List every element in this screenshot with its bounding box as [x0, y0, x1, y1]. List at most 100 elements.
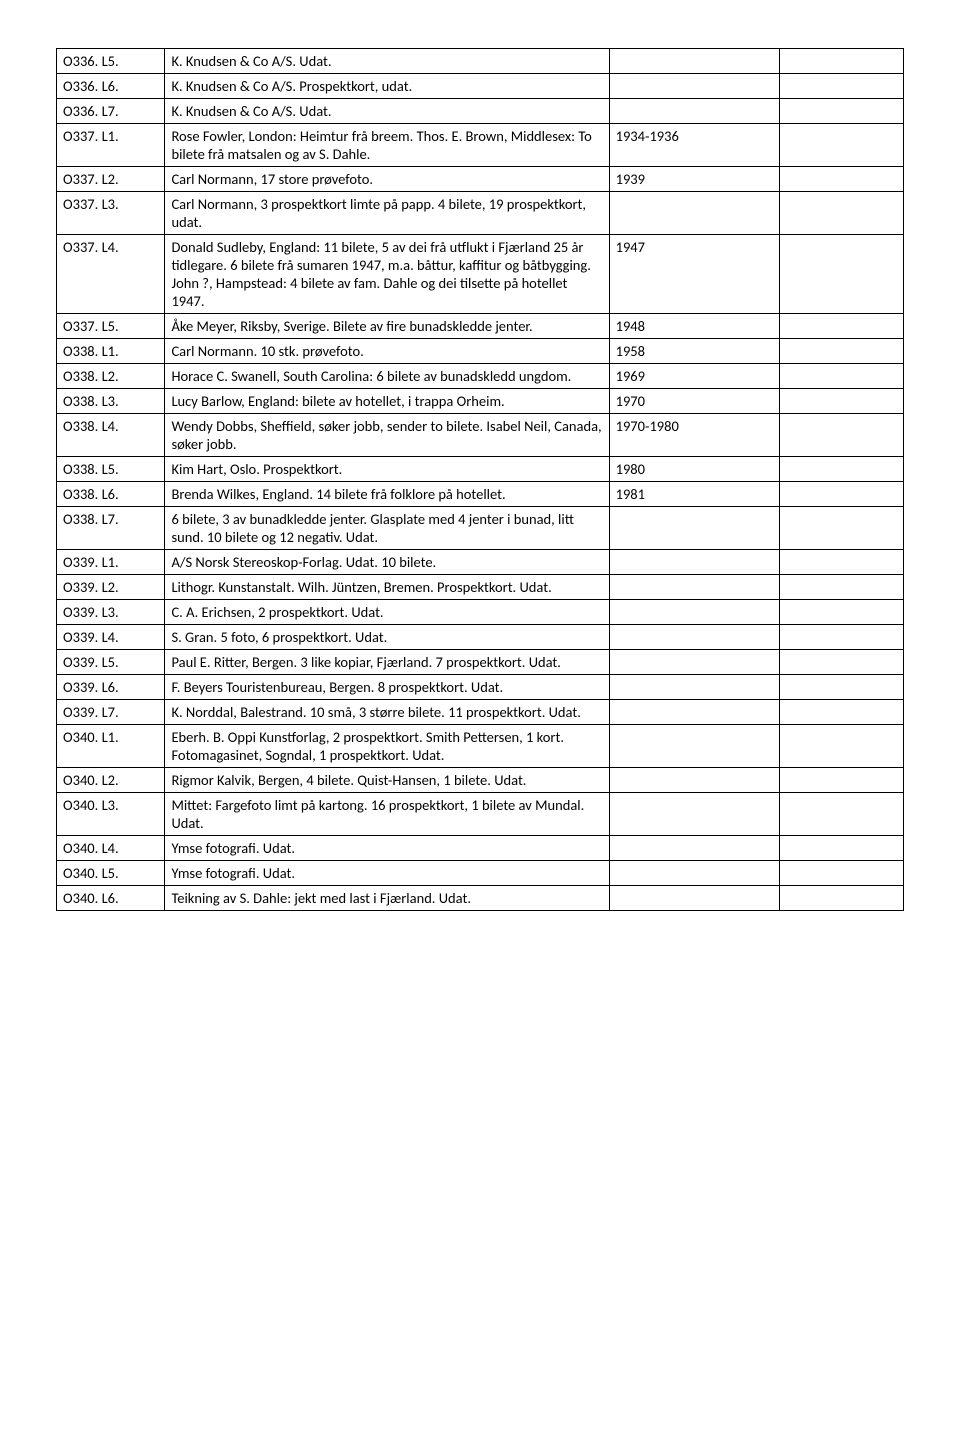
table-row: O338. L2.Horace C. Swanell, South Caroli… — [57, 364, 904, 389]
cell-code: O338. L5. — [57, 457, 165, 482]
cell-code: O337. L2. — [57, 167, 165, 192]
cell-code: O336. L6. — [57, 74, 165, 99]
cell-blank — [780, 49, 904, 74]
cell-code: O337. L4. — [57, 235, 165, 314]
cell-blank — [780, 725, 904, 768]
cell-date — [609, 575, 779, 600]
cell-date — [609, 650, 779, 675]
table-row: O340. L3.Mittet: Fargefoto limt på karto… — [57, 793, 904, 836]
table-row: O340. L1.Eberh. B. Oppi Kunstforlag, 2 p… — [57, 725, 904, 768]
table-row: O336. L5.K. Knudsen & Co A/S. Udat. — [57, 49, 904, 74]
cell-date: 1969 — [609, 364, 779, 389]
cell-date — [609, 74, 779, 99]
cell-blank — [780, 414, 904, 457]
cell-code: O340. L3. — [57, 793, 165, 836]
cell-code: O338. L4. — [57, 414, 165, 457]
cell-date — [609, 600, 779, 625]
table-row: O339. L7.K. Norddal, Balestrand. 10 små,… — [57, 700, 904, 725]
cell-blank — [780, 625, 904, 650]
cell-description: Åke Meyer, Riksby, Sverige. Bilete av fi… — [165, 314, 609, 339]
cell-blank — [780, 235, 904, 314]
cell-date: 1980 — [609, 457, 779, 482]
cell-date: 1934-1936 — [609, 124, 779, 167]
cell-code: O338. L7. — [57, 507, 165, 550]
table-row: O338. L7.6 bilete, 3 av bunadkledde jent… — [57, 507, 904, 550]
archive-table: O336. L5.K. Knudsen & Co A/S. Udat.O336.… — [56, 48, 904, 911]
cell-date — [609, 99, 779, 124]
cell-code: O339. L7. — [57, 700, 165, 725]
table-row: O340. L4.Ymse fotografi. Udat. — [57, 836, 904, 861]
cell-description: Teikning av S. Dahle: jekt med last i Fj… — [165, 886, 609, 911]
table-row: O338. L6.Brenda Wilkes, England. 14 bile… — [57, 482, 904, 507]
cell-blank — [780, 861, 904, 886]
cell-description: Wendy Dobbs, Sheffield, søker jobb, send… — [165, 414, 609, 457]
table-row: O339. L6.F. Beyers Touristenbureau, Berg… — [57, 675, 904, 700]
cell-date — [609, 550, 779, 575]
cell-code: O338. L2. — [57, 364, 165, 389]
cell-blank — [780, 600, 904, 625]
cell-blank — [780, 575, 904, 600]
cell-blank — [780, 482, 904, 507]
cell-blank — [780, 793, 904, 836]
cell-description: F. Beyers Touristenbureau, Bergen. 8 pro… — [165, 675, 609, 700]
cell-blank — [780, 886, 904, 911]
cell-blank — [780, 675, 904, 700]
cell-description: Rigmor Kalvik, Bergen, 4 bilete. Quist-H… — [165, 768, 609, 793]
table-row: O338. L5.Kim Hart, Oslo. Prospektkort.19… — [57, 457, 904, 482]
cell-blank — [780, 99, 904, 124]
cell-description: Lucy Barlow, England: bilete av hotellet… — [165, 389, 609, 414]
cell-description: Mittet: Fargefoto limt på kartong. 16 pr… — [165, 793, 609, 836]
cell-description: Brenda Wilkes, England. 14 bilete frå fo… — [165, 482, 609, 507]
table-row: O339. L3.C. A. Erichsen, 2 prospektkort.… — [57, 600, 904, 625]
cell-description: A/S Norsk Stereoskop-Forlag. Udat. 10 bi… — [165, 550, 609, 575]
cell-description: K. Knudsen & Co A/S. Prospektkort, udat. — [165, 74, 609, 99]
cell-date: 1970-1980 — [609, 414, 779, 457]
cell-blank — [780, 550, 904, 575]
cell-description: Horace C. Swanell, South Carolina: 6 bil… — [165, 364, 609, 389]
cell-blank — [780, 768, 904, 793]
table-row: O337. L5.Åke Meyer, Riksby, Sverige. Bil… — [57, 314, 904, 339]
cell-blank — [780, 650, 904, 675]
cell-description: K. Norddal, Balestrand. 10 små, 3 større… — [165, 700, 609, 725]
cell-date: 1958 — [609, 339, 779, 364]
cell-description: K. Knudsen & Co A/S. Udat. — [165, 99, 609, 124]
cell-description: Ymse fotografi. Udat. — [165, 861, 609, 886]
cell-description: Donald Sudleby, England: 11 bilete, 5 av… — [165, 235, 609, 314]
table-row: O337. L2.Carl Normann, 17 store prøvefot… — [57, 167, 904, 192]
cell-code: O340. L1. — [57, 725, 165, 768]
cell-date — [609, 725, 779, 768]
cell-description: Eberh. B. Oppi Kunstforlag, 2 prospektko… — [165, 725, 609, 768]
cell-date: 1947 — [609, 235, 779, 314]
cell-date — [609, 507, 779, 550]
table-row: O340. L6.Teikning av S. Dahle: jekt med … — [57, 886, 904, 911]
table-row: O337. L4.Donald Sudleby, England: 11 bil… — [57, 235, 904, 314]
cell-blank — [780, 74, 904, 99]
table-row: O337. L1.Rose Fowler, London: Heimtur fr… — [57, 124, 904, 167]
cell-date: 1981 — [609, 482, 779, 507]
cell-blank — [780, 457, 904, 482]
table-row: O339. L1.A/S Norsk Stereoskop-Forlag. Ud… — [57, 550, 904, 575]
cell-description: K. Knudsen & Co A/S. Udat. — [165, 49, 609, 74]
cell-code: O339. L1. — [57, 550, 165, 575]
cell-date — [609, 675, 779, 700]
cell-code: O340. L6. — [57, 886, 165, 911]
table-row: O336. L7.K. Knudsen & Co A/S. Udat. — [57, 99, 904, 124]
cell-blank — [780, 339, 904, 364]
cell-code: O338. L3. — [57, 389, 165, 414]
cell-blank — [780, 364, 904, 389]
cell-date — [609, 886, 779, 911]
cell-blank — [780, 389, 904, 414]
cell-blank — [780, 314, 904, 339]
cell-date: 1970 — [609, 389, 779, 414]
cell-code: O336. L7. — [57, 99, 165, 124]
table-row: O339. L4.S. Gran. 5 foto, 6 prospektkort… — [57, 625, 904, 650]
cell-code: O339. L4. — [57, 625, 165, 650]
table-row: O338. L1.Carl Normann. 10 stk. prøvefoto… — [57, 339, 904, 364]
table-row: O338. L3.Lucy Barlow, England: bilete av… — [57, 389, 904, 414]
cell-description: Kim Hart, Oslo. Prospektkort. — [165, 457, 609, 482]
cell-code: O338. L1. — [57, 339, 165, 364]
cell-description: Ymse fotografi. Udat. — [165, 836, 609, 861]
cell-code: O339. L3. — [57, 600, 165, 625]
cell-code: O338. L6. — [57, 482, 165, 507]
cell-description: Paul E. Ritter, Bergen. 3 like kopiar, F… — [165, 650, 609, 675]
